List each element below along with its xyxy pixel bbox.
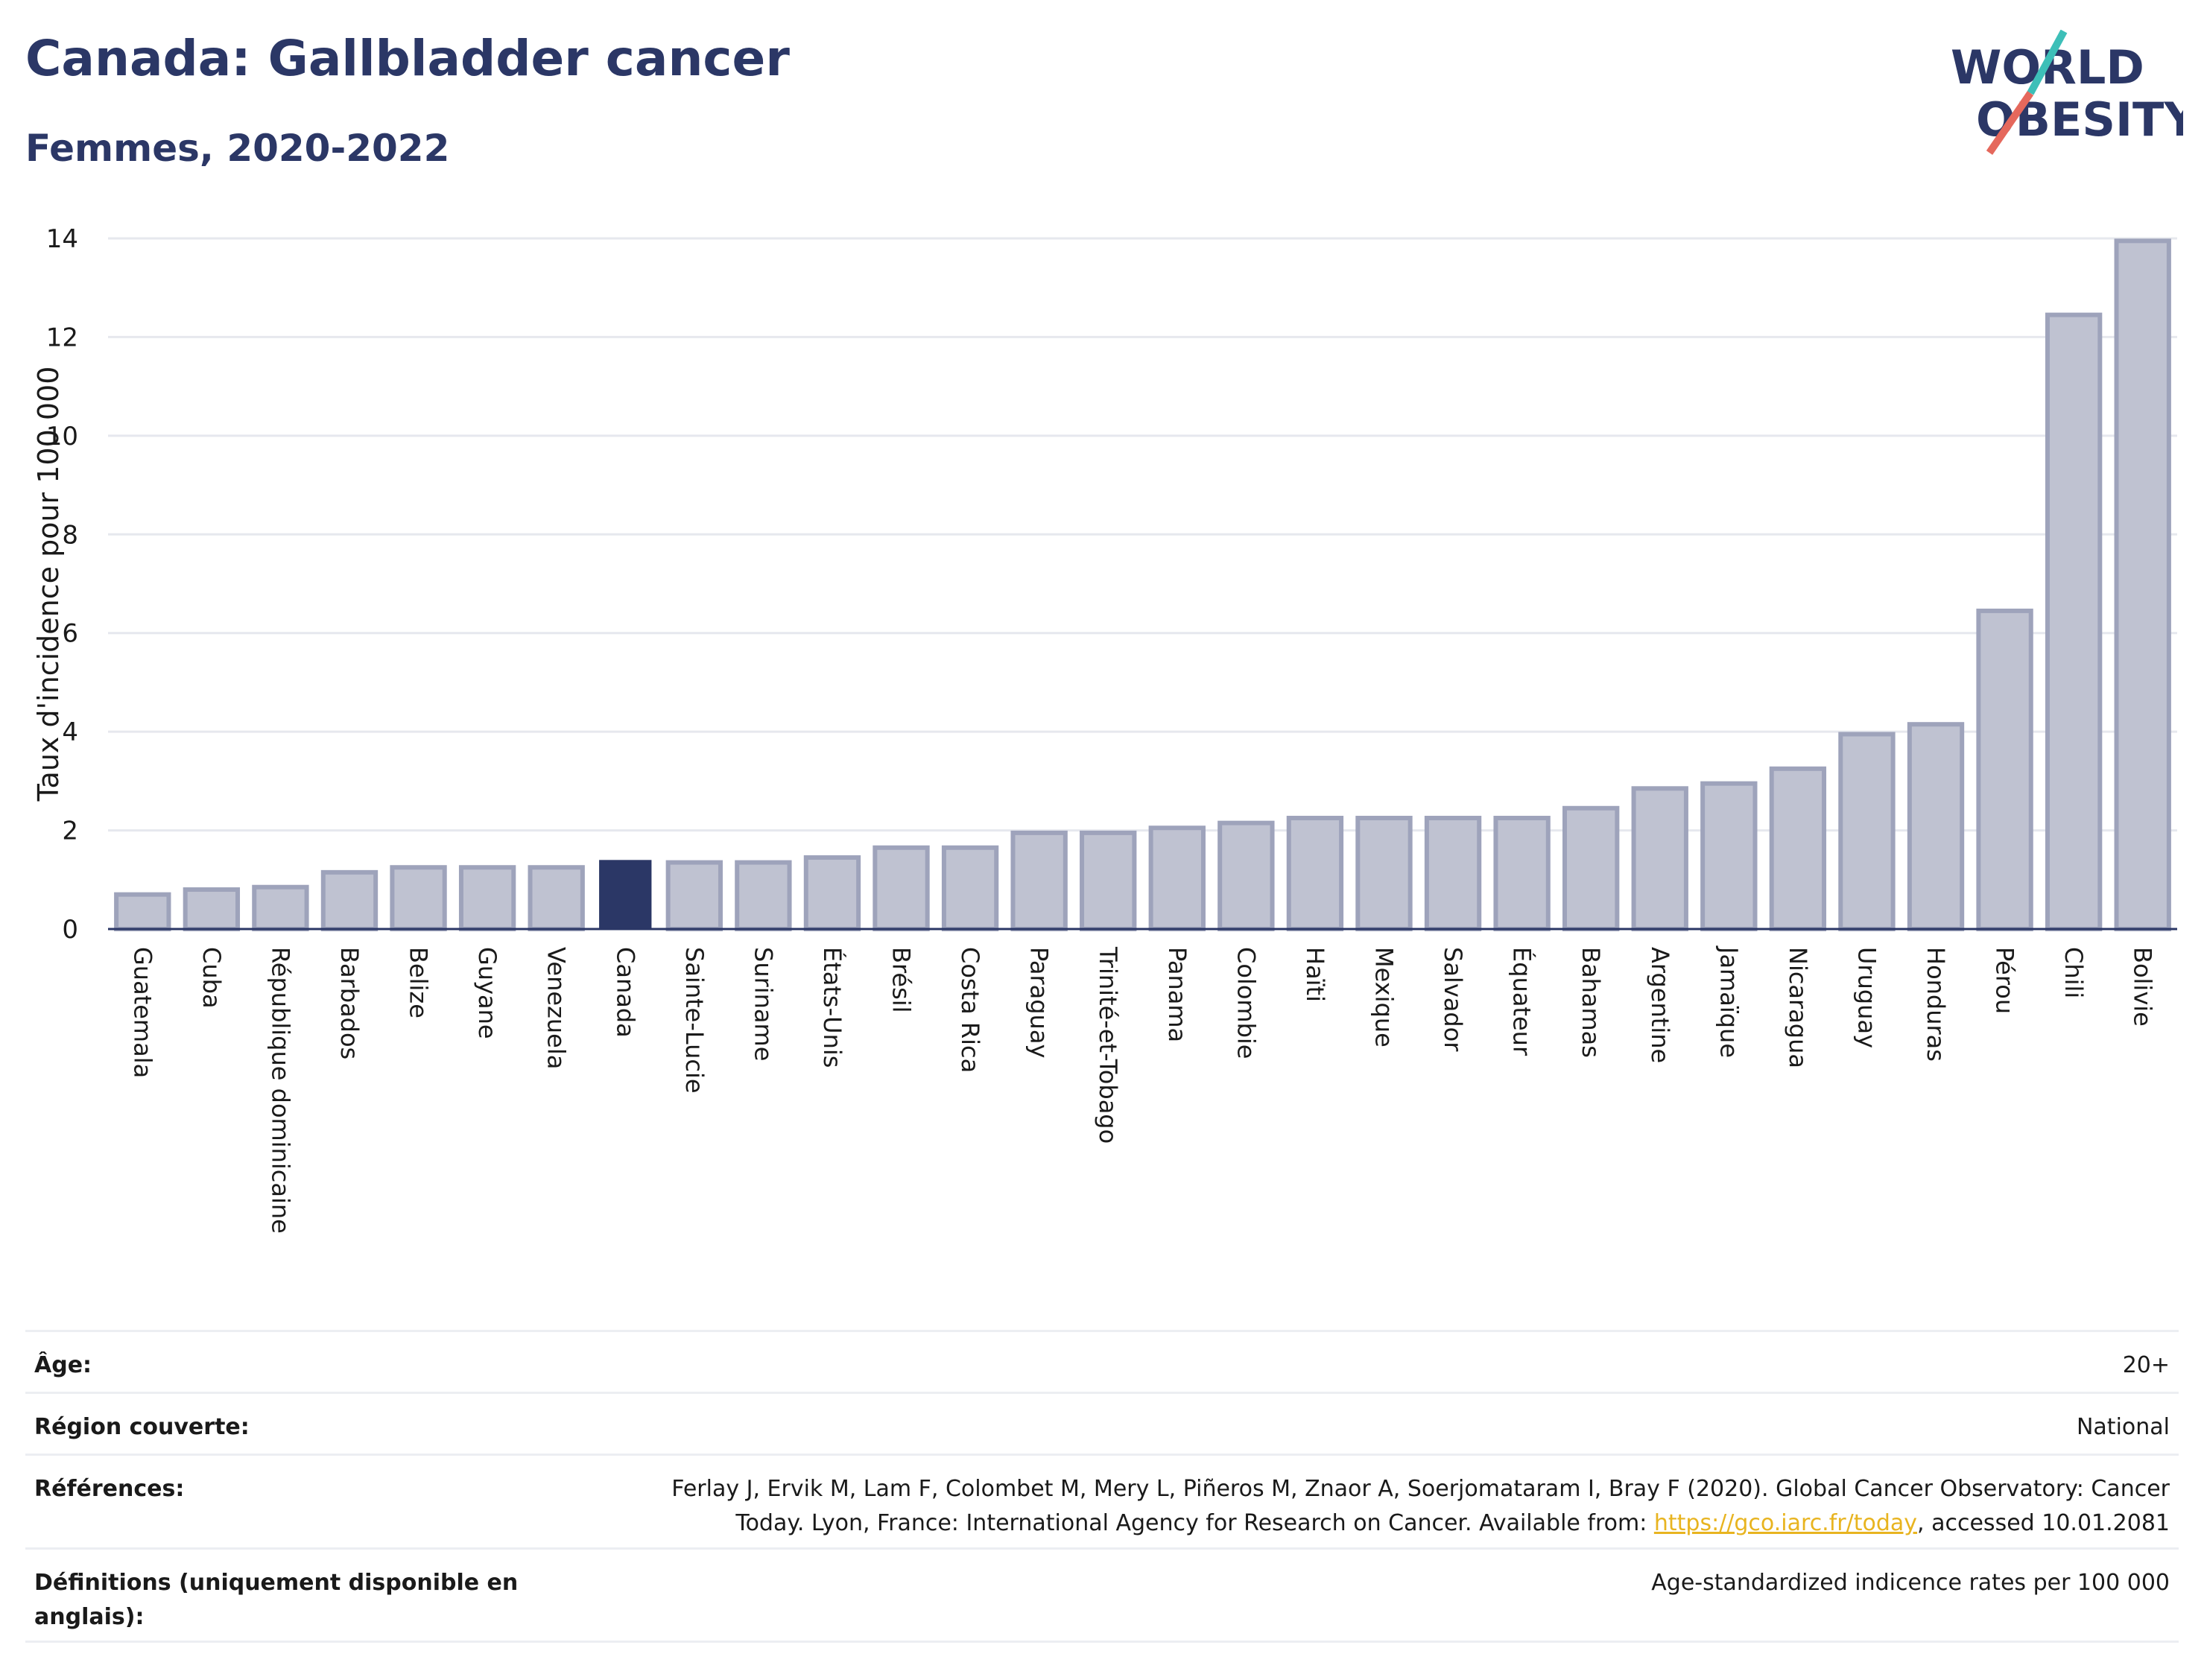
x-tick-label: Guatemala	[128, 947, 156, 1078]
bar	[458, 865, 516, 932]
y-tick-label: 4	[62, 717, 78, 747]
x-tick-label: Brésil	[887, 947, 916, 1013]
bar	[1148, 825, 1206, 932]
logo-slash-teal	[2027, 30, 2068, 95]
definitions-label: Définitions (uniquement disponible en an…	[34, 1570, 519, 1630]
age-value: 20+	[2122, 1352, 2170, 1378]
meta-bottom-rule	[25, 1641, 2179, 1643]
bar	[1010, 830, 1068, 932]
x-tick-label: Honduras	[1922, 947, 1950, 1062]
bar	[1217, 820, 1275, 931]
x-tick-label: Suriname	[749, 947, 777, 1061]
meta-row-references: Références: Ferlay J, Ervik M, Lam F, Co…	[25, 1454, 2179, 1547]
references-accessed: , accessed 10.01.2081	[1917, 1510, 2170, 1536]
age-label: Âge:	[34, 1352, 92, 1378]
x-tick-label: Panama	[1163, 947, 1191, 1042]
region-label: Région couverte:	[34, 1414, 250, 1440]
x-tick-label: Paraguay	[1025, 947, 1054, 1058]
y-tick-label: 6	[62, 619, 78, 649]
bar	[252, 884, 309, 932]
chart-title: Canada: Gallbladder cancer	[25, 30, 790, 87]
x-tick-label: Trinité-et-Tobago	[1094, 946, 1122, 1144]
x-tick-label: Haïti	[1301, 947, 1329, 1002]
bar	[114, 892, 171, 932]
x-tick-label: Argentine	[1646, 947, 1674, 1063]
y-tick-label: 14	[46, 224, 78, 254]
x-tick-label: Mexique	[1369, 947, 1398, 1047]
bar	[1355, 816, 1413, 931]
references-text: Ferlay J, Ervik M, Lam F, Colombet M, Me…	[671, 1476, 2170, 1536]
logo-slash-red	[1986, 91, 2034, 155]
bar	[1700, 781, 1758, 931]
bar	[1976, 608, 2033, 931]
bar	[941, 845, 999, 932]
bar	[1631, 786, 1688, 932]
x-tick-label: Venezuela	[542, 947, 571, 1069]
bar	[1286, 816, 1344, 931]
bar	[1080, 830, 1137, 932]
x-tick-label: Colombie	[1232, 947, 1260, 1059]
references-label: Références:	[34, 1476, 185, 1502]
y-tick-label: 10	[46, 422, 78, 451]
x-tick-label: Guyane	[473, 947, 501, 1039]
x-tick-label: Bahamas	[1577, 947, 1605, 1058]
references-value: Ferlay J, Ervik M, Lam F, Colombet M, Me…	[605, 1472, 2170, 1547]
bar	[735, 860, 792, 931]
bar	[2045, 312, 2103, 931]
x-tick-label: Costa Rica	[956, 947, 984, 1073]
x-tick-label: Nicaragua	[1784, 947, 1812, 1068]
x-tick-label: États-Unis	[818, 947, 846, 1068]
bar	[183, 887, 241, 931]
x-tick-label: Jamaïque	[1714, 945, 1743, 1058]
y-tick-label: 0	[62, 915, 78, 945]
bar	[1424, 816, 1482, 931]
meta-row-definitions: Définitions (uniquement disponible en an…	[25, 1547, 2179, 1641]
bar	[665, 860, 723, 931]
x-tick-label: Canada	[611, 947, 639, 1038]
y-tick-label: 12	[46, 323, 78, 352]
bar	[1562, 805, 1620, 932]
bar	[1838, 732, 1896, 931]
bar	[873, 845, 930, 932]
x-tick-label: Barbados	[335, 947, 364, 1059]
x-tick-label: Chili	[2059, 947, 2088, 998]
y-tick-label: 8	[62, 520, 78, 550]
x-tick-label: Équateur	[1508, 947, 1536, 1056]
chart-subtitle: Femmes, 2020-2022	[25, 127, 450, 170]
x-tick-label: Belize	[405, 947, 433, 1018]
x-tick-label: Uruguay	[1852, 947, 1881, 1048]
bar	[1907, 722, 1965, 931]
references-link[interactable]: https://gco.iarc.fr/today	[1653, 1510, 1918, 1536]
definitions-value: Age-standardized indicence rates per 100…	[1651, 1570, 2170, 1596]
bar-chart: 0 2 4 6 8 10 12 14 Taux d'incidence pour 100 000…	[32, 224, 2177, 1234]
bar	[1493, 816, 1551, 931]
bar	[1769, 766, 1827, 932]
x-tick-label: Cuba	[197, 947, 226, 1009]
x-tick-label: Bolivie	[2129, 947, 2157, 1027]
bar	[320, 869, 379, 931]
bar	[390, 865, 447, 932]
y-axis-label: Taux d'incidence pour 100 000	[32, 367, 65, 802]
metadata-table: Âge: 20+ Région couverte: National Référ…	[25, 1330, 2179, 1643]
x-tick-label: Sainte-Lucie	[680, 947, 709, 1094]
bar	[2114, 238, 2171, 931]
meta-row-region: Région couverte: National	[25, 1392, 2179, 1454]
meta-row-age: Âge: 20+	[25, 1330, 2179, 1392]
region-value: National	[2076, 1414, 2170, 1440]
x-tick-label: Salvador	[1439, 947, 1467, 1052]
bar	[599, 860, 652, 929]
bar	[528, 865, 585, 932]
world-obesity-logo: WORLD OBESITY	[1951, 30, 2183, 155]
x-tick-label: République dominicaine	[266, 947, 294, 1234]
y-tick-label: 2	[62, 817, 78, 846]
bar	[803, 855, 861, 931]
x-tick-label: Pérou	[1991, 947, 2019, 1014]
